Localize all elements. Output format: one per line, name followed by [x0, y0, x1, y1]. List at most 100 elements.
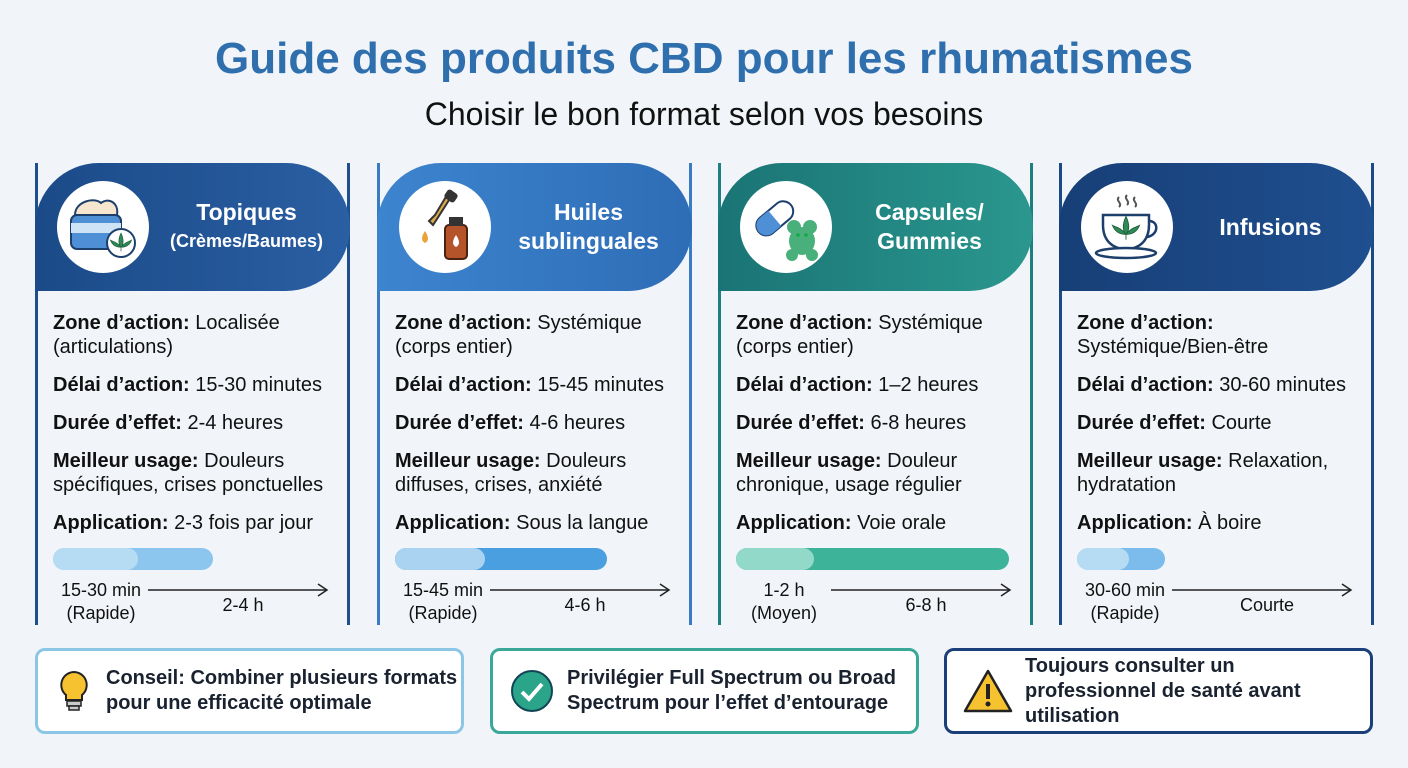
- info-row: Durée d’effet: 2-4 heures: [53, 411, 337, 435]
- card-header: Capsules/Gummies: [718, 163, 1033, 291]
- row-label: Zone d’action:: [736, 312, 873, 334]
- card-title: Capsules/Gummies: [832, 198, 1033, 256]
- row-value: 1–2 heures: [878, 374, 979, 396]
- tip-box: Toujours consulter un professionnel de s…: [944, 648, 1373, 734]
- row-label: Application:: [736, 512, 852, 534]
- info-row: Meilleur usage: Douleur chronique, usage…: [736, 449, 1020, 497]
- info-row: Durée d’effet: 6-8 heures: [736, 411, 1020, 435]
- card-title-line: Infusions: [1219, 213, 1322, 240]
- row-label: Délai d’action:: [736, 374, 873, 396]
- row-label: Application:: [395, 512, 511, 534]
- info-row: Zone d’action: Systémique/Bien-être: [1077, 311, 1361, 359]
- row-label: Application:: [1077, 512, 1193, 534]
- info-row: Délai d’action: 15-45 minutes: [395, 373, 679, 397]
- row-value: Sous la langue: [516, 512, 649, 534]
- card-icon: [57, 181, 149, 273]
- row-value: Voie orale: [857, 512, 947, 534]
- page-subtitle: Choisir le bon format selon vos besoins: [424, 96, 984, 132]
- row-value: 15-30 minutes: [195, 374, 323, 396]
- card-title-line: Huiles: [553, 199, 624, 225]
- tip-box: Privilégier Full Spectrum ou Broad Spect…: [490, 648, 919, 734]
- row-label: Délai d’action:: [53, 374, 190, 396]
- card-header: Infusions: [1059, 163, 1374, 291]
- onset-bar: [1077, 548, 1129, 570]
- onset-time: 1-2 h: [763, 580, 805, 600]
- onset-speed: (Moyen): [750, 603, 817, 623]
- info-row: Zone d’action: Systémique (corps entier): [736, 311, 1020, 359]
- row-label: Durée d’effet:: [395, 412, 524, 434]
- row-value: Systémique/Bien-être: [1077, 336, 1269, 358]
- product-card: Huiles sublinguales Zone d’action: Systémi…: [377, 163, 692, 625]
- row-label: Application:: [53, 512, 169, 534]
- onset-speed: (Rapide): [66, 603, 136, 623]
- info-row: Délai d’action: 30-60 minutes: [1077, 373, 1361, 397]
- tip-text: Conseil: Combiner plusieurs formats pour…: [106, 667, 458, 714]
- row-label: Durée d’effet:: [736, 412, 865, 434]
- card-icon: [740, 181, 832, 273]
- info-row: Délai d’action: 15-30 minutes: [53, 373, 337, 397]
- card-title: Topiques (Crèmes/Baumes): [149, 198, 350, 256]
- info-row: Zone d’action: Localisée (articulations): [53, 311, 337, 359]
- onset-label: 1-2 h (Moyen): [729, 579, 839, 625]
- card-title-line: Topiques: [196, 199, 297, 225]
- row-label: Meilleur usage:: [1077, 450, 1223, 472]
- row-value: Systémique (corps entier): [395, 312, 642, 358]
- onset-bar: [736, 548, 814, 570]
- row-label: Délai d’action:: [1077, 374, 1214, 396]
- info-row: Durée d’effet: 4-6 heures: [395, 411, 679, 435]
- duration-label: 2-4 h: [222, 595, 264, 615]
- row-value: À boire: [1198, 512, 1262, 534]
- row-label: Meilleur usage:: [395, 450, 541, 472]
- tip-box: Conseil: Combiner plusieurs formats pour…: [35, 648, 464, 734]
- onset-speed: (Rapide): [408, 603, 478, 623]
- onset-speed: (Rapide): [1090, 603, 1160, 623]
- row-value: Relaxation, hydratation: [1077, 450, 1329, 496]
- timeline-arrow: [829, 579, 1014, 603]
- info-row: Meilleur usage: Relaxation, hydratation: [1077, 449, 1361, 497]
- row-label: Zone d’action:: [53, 312, 190, 334]
- info-row: Application: Sous la langue: [395, 511, 679, 535]
- info-row: Application: À boire: [1077, 511, 1361, 535]
- row-label: Durée d’effet:: [53, 412, 182, 434]
- card-header: Huiles sublinguales: [377, 163, 692, 291]
- card-rows: Zone d’action: Systémique/Bien-être Délai…: [1077, 311, 1361, 549]
- onset-bar: [53, 548, 138, 570]
- onset-time: 30-60 min: [1084, 580, 1166, 600]
- card-icon: [399, 181, 491, 273]
- row-label: Durée d’effet:: [1077, 412, 1206, 434]
- onset-time: 15-30 min: [60, 580, 142, 600]
- info-row: Meilleur usage: Douleurs diffuses, crise…: [395, 449, 679, 497]
- row-label: Meilleur usage:: [53, 450, 199, 472]
- row-value: Localisée (articulations): [53, 312, 280, 358]
- row-value: Systémique (corps entier): [736, 312, 983, 358]
- row-value: Douleurs spécifiques, crises ponctuelles: [53, 450, 324, 496]
- timeline-arrow: [146, 579, 331, 603]
- onset-label: 15-30 min (Rapide): [46, 579, 156, 625]
- duration-label: 4-6 h: [564, 595, 606, 615]
- duration-label: 6-8 h: [905, 595, 947, 615]
- info-row: Application: Voie orale: [736, 511, 1020, 535]
- onset-time: 15-45 min: [402, 580, 484, 600]
- row-value: 15-45 minutes: [537, 374, 665, 396]
- row-value: Douleur chronique, usage régulier: [736, 450, 962, 496]
- card-title: Infusions: [1173, 213, 1374, 242]
- row-value: Douleurs diffuses, crises, anxiété: [395, 450, 627, 496]
- product-card: Topiques (Crèmes/Baumes) Zone d’action: Lo…: [35, 163, 350, 625]
- card-subtitle: (Crèmes/Baumes): [169, 231, 324, 251]
- timeline-arrow: [488, 579, 673, 603]
- tip-text: Privilégier Full Spectrum ou Broad Spect…: [567, 667, 896, 714]
- card-header: Topiques (Crèmes/Baumes): [35, 163, 350, 291]
- card-rows: Zone d’action: Systémique (corps entier)…: [395, 311, 679, 549]
- card-rows: Zone d’action: Localisée (articulations)…: [53, 311, 337, 549]
- tip-text: Toujours consulter un professionnel de s…: [1025, 654, 1301, 727]
- card-title-line: Gummies: [877, 228, 982, 254]
- product-card: Infusions Zone d’action: Systémique/Bien-…: [1059, 163, 1374, 625]
- info-row: Meilleur usage: Douleurs spécifiques, cr…: [53, 449, 337, 497]
- row-label: Zone d’action:: [395, 312, 532, 334]
- timeline-arrow: [1170, 579, 1355, 603]
- onset-bar: [395, 548, 485, 570]
- info-row: Application: 2-3 fois par jour: [53, 511, 337, 535]
- row-label: Meilleur usage:: [736, 450, 882, 472]
- row-value: 6-8 heures: [870, 412, 967, 434]
